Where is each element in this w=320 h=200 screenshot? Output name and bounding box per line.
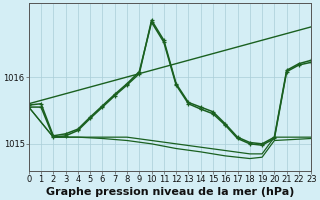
X-axis label: Graphe pression niveau de la mer (hPa): Graphe pression niveau de la mer (hPa) [46, 187, 294, 197]
